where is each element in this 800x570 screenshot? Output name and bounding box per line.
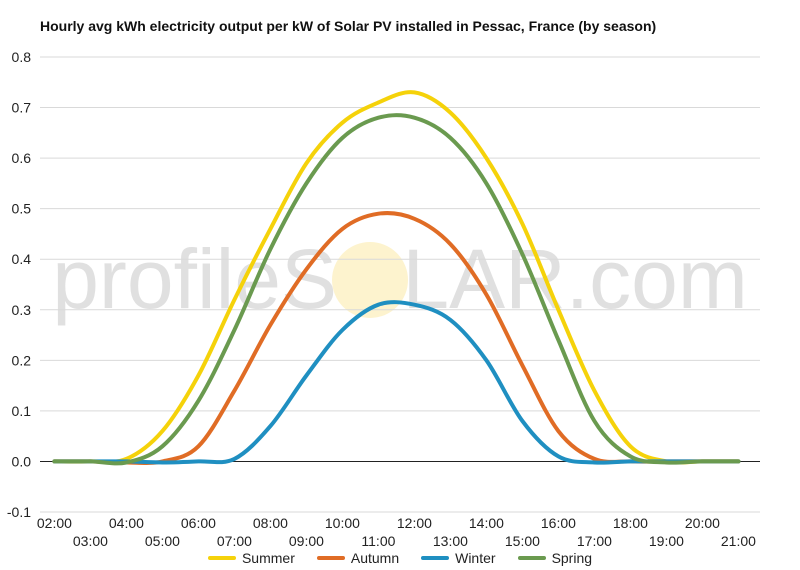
watermark-sun-icon: [332, 242, 408, 318]
x-tick-label: 17:00: [577, 533, 612, 549]
series-line-winter: [52, 300, 741, 465]
x-tick-label: 09:00: [289, 533, 324, 549]
watermark: profileSOLAR.com: [52, 232, 748, 326]
x-tick-label: 15:00: [505, 533, 540, 549]
series: [52, 90, 741, 466]
x-tick-label: 02:00: [37, 515, 72, 531]
legend-item-autumn: Autumn: [316, 550, 400, 566]
y-tick-label: 0.3: [12, 302, 32, 318]
x-tick-label: 19:00: [649, 533, 684, 549]
x-tick-label: 07:00: [217, 533, 252, 549]
legend-swatch: [316, 556, 345, 560]
grid: [40, 56, 760, 513]
x-tick-label: 20:00: [685, 515, 720, 531]
axes: 0.8 0.7 0.6 0.5 0.4 0.3 0.2 0.1 0.0 -0.1 02:0003:0…: [7, 49, 756, 549]
legend-item-winter: Winter: [421, 550, 496, 566]
legend-label: Winter: [455, 550, 496, 566]
x-tick-label: 03:00: [73, 533, 108, 549]
legend-swatch: [421, 556, 450, 560]
legend-label: Autumn: [350, 550, 400, 566]
y-tick-label: 0.8: [12, 49, 32, 65]
x-tick-label: 06:00: [181, 515, 216, 531]
legend-swatch: [207, 556, 236, 560]
x-tick-label: 05:00: [145, 533, 180, 549]
legend-label: Spring: [551, 550, 593, 566]
x-tick-label: 21:00: [721, 533, 756, 549]
x-tick-label: 11:00: [361, 533, 395, 549]
legend-item-summer: Summer: [207, 550, 295, 566]
legend: Summer Autumn Winter Spring: [0, 549, 800, 567]
x-tick-label: 10:00: [325, 515, 360, 531]
x-tick-label: 18:00: [613, 515, 648, 531]
x-tick-label: 08:00: [253, 515, 288, 531]
legend-label: Summer: [241, 550, 295, 566]
y-tick-label: 0.0: [12, 453, 32, 469]
legend-item-spring: Spring: [517, 550, 593, 566]
y-tick-label: 0.1: [12, 403, 32, 419]
series-line-summer: [52, 90, 741, 465]
x-tick-label: 04:00: [109, 515, 144, 531]
series-line-spring: [52, 113, 741, 466]
x-tick-label: 16:00: [541, 515, 576, 531]
y-tick-label: 0.5: [12, 201, 32, 217]
y-tick-label: -0.1: [7, 504, 31, 520]
chart-title: Hourly avg kWh electricity output per kW…: [40, 18, 657, 34]
x-tick-label: 13:00: [433, 533, 468, 549]
y-tick-label: 0.6: [12, 150, 32, 166]
x-tick-label: 12:00: [397, 515, 432, 531]
y-tick-label: 0.7: [12, 100, 32, 116]
y-tick-label: 0.2: [12, 352, 32, 368]
legend-swatch: [517, 556, 546, 560]
y-tick-label: 0.4: [12, 251, 32, 267]
x-tick-label: 14:00: [469, 515, 504, 531]
